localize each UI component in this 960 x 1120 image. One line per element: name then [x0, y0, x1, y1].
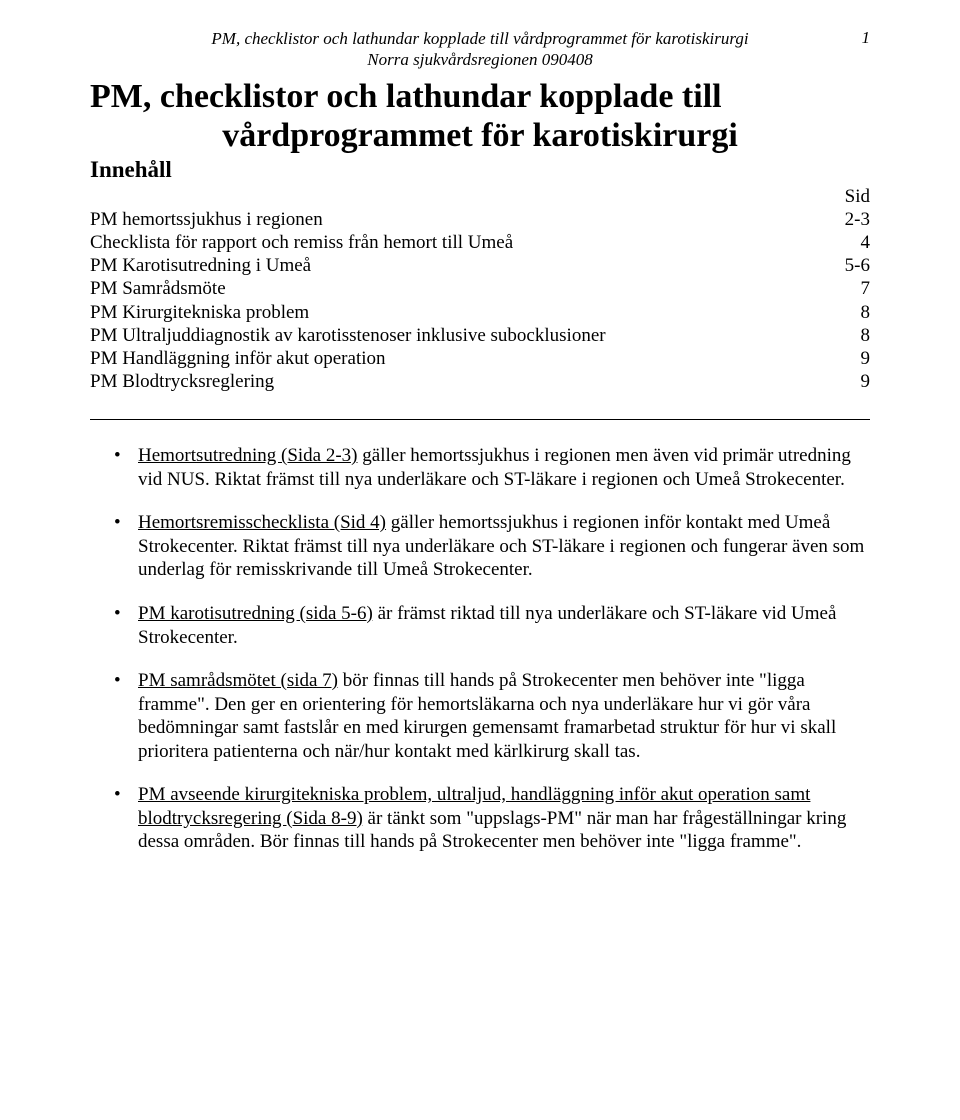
bullet-underline: Hemortsremisschecklista (Sid 4): [138, 512, 386, 533]
toc-row: Checklista för rapport och remiss från h…: [90, 231, 870, 254]
toc-row: PM hemortssjukhus i regionen 2-3: [90, 208, 870, 231]
toc-row: PM Karotisutredning i Umeå 5-6: [90, 254, 870, 277]
toc-row: PM Ultraljuddiagnostik av karotisstenose…: [90, 324, 870, 347]
toc-page: 8: [810, 324, 870, 347]
toc-page: 5-6: [810, 254, 870, 277]
toc-label: PM Handläggning inför akut operation: [90, 347, 810, 370]
toc-header-row: Sid: [90, 185, 870, 208]
page-number: 1: [862, 28, 871, 48]
toc-label: PM hemortssjukhus i regionen: [90, 208, 810, 231]
toc-label: PM Ultraljuddiagnostik av karotisstenose…: [90, 324, 810, 347]
title-line-2: vårdprogrammet för karotiskirurgi: [90, 116, 870, 155]
title-line-1: PM, checklistor och lathundar kopplade t…: [90, 77, 870, 116]
bullet-item: PM samrådsmötet (sida 7) bör finnas till…: [90, 669, 870, 763]
toc-page: 2-3: [810, 208, 870, 231]
toc-row: PM Handläggning inför akut operation 9: [90, 347, 870, 370]
bullet-item: PM avseende kirurgitekniska problem, ult…: [90, 783, 870, 854]
bullet-underline: PM samrådsmötet (sida 7): [138, 670, 338, 691]
toc-page: 8: [810, 301, 870, 324]
document-title: PM, checklistor och lathundar kopplade t…: [90, 77, 870, 155]
header-line-2: Norra sjukvårdsregionen 090408: [90, 49, 870, 70]
bullet-item: Hemortsutredning (Sida 2-3) gäller hemor…: [90, 444, 870, 491]
bullet-underline: PM karotisutredning (sida 5-6): [138, 603, 373, 624]
contents-heading: Innehåll: [90, 157, 870, 183]
toc-label: PM Karotisutredning i Umeå: [90, 254, 810, 277]
bullet-item: PM karotisutredning (sida 5-6) är främst…: [90, 602, 870, 649]
toc-row: PM Kirurgitekniska problem 8: [90, 301, 870, 324]
toc-row: PM Samrådsmöte 7: [90, 277, 870, 300]
toc-header-sid: Sid: [810, 185, 870, 208]
toc-page: 9: [810, 347, 870, 370]
toc-label: PM Kirurgitekniska problem: [90, 301, 810, 324]
divider: [90, 419, 870, 420]
toc-page: 7: [810, 277, 870, 300]
toc-label: PM Blodtrycksreglering: [90, 370, 810, 393]
document-page: 1 PM, checklistor och lathundar kopplade…: [0, 0, 960, 1120]
toc-table: Sid PM hemortssjukhus i regionen 2-3 Che…: [90, 185, 870, 394]
header-line-1: PM, checklistor och lathundar kopplade t…: [90, 28, 870, 49]
toc-page: 4: [810, 231, 870, 254]
toc-row: PM Blodtrycksreglering 9: [90, 370, 870, 393]
toc-page: 9: [810, 370, 870, 393]
toc-label: Checklista för rapport och remiss från h…: [90, 231, 810, 254]
bullet-list: Hemortsutredning (Sida 2-3) gäller hemor…: [90, 444, 870, 854]
bullet-underline: Hemortsutredning (Sida 2-3): [138, 445, 358, 466]
toc-header-empty: [90, 185, 810, 208]
bullet-item: Hemortsremisschecklista (Sid 4) gäller h…: [90, 511, 870, 582]
toc-label: PM Samrådsmöte: [90, 277, 810, 300]
